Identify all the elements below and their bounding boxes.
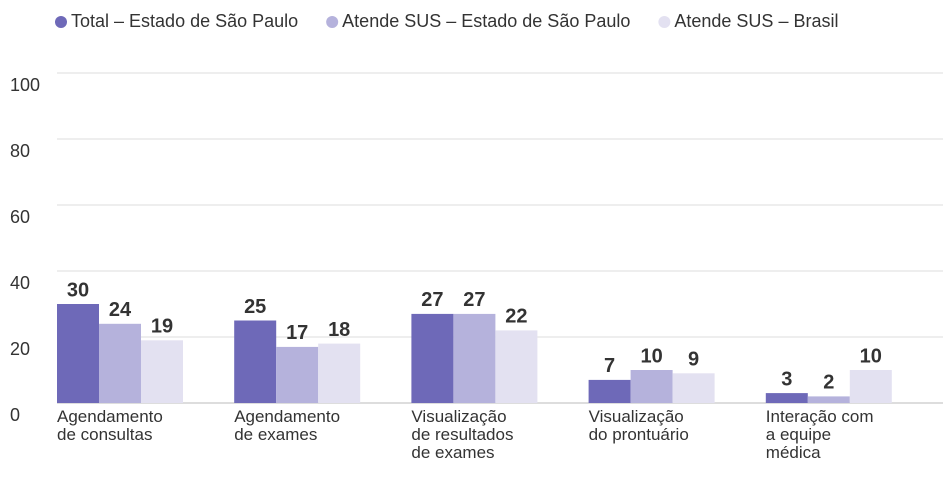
x-tick-label: Agendamento de exames — [234, 407, 341, 444]
bar — [99, 323, 141, 403]
bar — [807, 396, 850, 403]
x-tick-label: Visualização de resultados de exames — [411, 407, 514, 462]
bar — [276, 346, 319, 403]
legend-marker — [326, 16, 339, 28]
value-label: 17 — [286, 322, 308, 344]
bar — [411, 313, 454, 403]
value-label: 22 — [505, 306, 527, 328]
bar — [588, 379, 631, 403]
value-label: 3 — [781, 368, 792, 390]
bar — [318, 343, 361, 403]
y-tick-label: 0 — [10, 405, 20, 425]
bar — [630, 370, 673, 403]
bar — [453, 313, 496, 403]
bar — [765, 393, 808, 403]
y-tick-label: 40 — [10, 273, 30, 293]
bar — [234, 320, 277, 403]
legend-label: Total – Estado de São Paulo — [71, 11, 298, 31]
value-label: 25 — [244, 296, 266, 318]
value-label: 27 — [421, 289, 443, 311]
value-label: 24 — [109, 299, 132, 321]
value-label: 7 — [604, 355, 615, 377]
value-label: 19 — [151, 316, 173, 338]
value-label: 30 — [67, 279, 89, 301]
y-tick-label: 100 — [10, 75, 40, 95]
value-label: 10 — [860, 345, 882, 367]
value-label: 18 — [328, 319, 350, 341]
value-label: 10 — [640, 345, 662, 367]
legend-label: Atende SUS – Brasil — [674, 11, 838, 31]
bar — [57, 304, 99, 403]
legend-label: Atende SUS – Estado de São Paulo — [342, 11, 630, 31]
y-tick-label: 60 — [10, 207, 30, 227]
x-tick-label: Interação com a equipe médica — [765, 407, 874, 462]
legend-marker — [658, 16, 671, 28]
y-tick-label: 20 — [10, 339, 30, 359]
bar — [849, 370, 892, 403]
bar — [672, 373, 715, 403]
y-tick-label: 80 — [10, 141, 30, 161]
bar — [141, 340, 183, 403]
x-tick-label: Agendamento de consultas — [57, 407, 163, 444]
value-label: 27 — [463, 289, 485, 311]
value-label: 2 — [823, 372, 834, 394]
bar — [495, 330, 538, 403]
x-tick-label: Visualização do prontuário — [588, 407, 689, 444]
value-label: 9 — [688, 349, 699, 371]
legend-marker — [55, 16, 67, 28]
